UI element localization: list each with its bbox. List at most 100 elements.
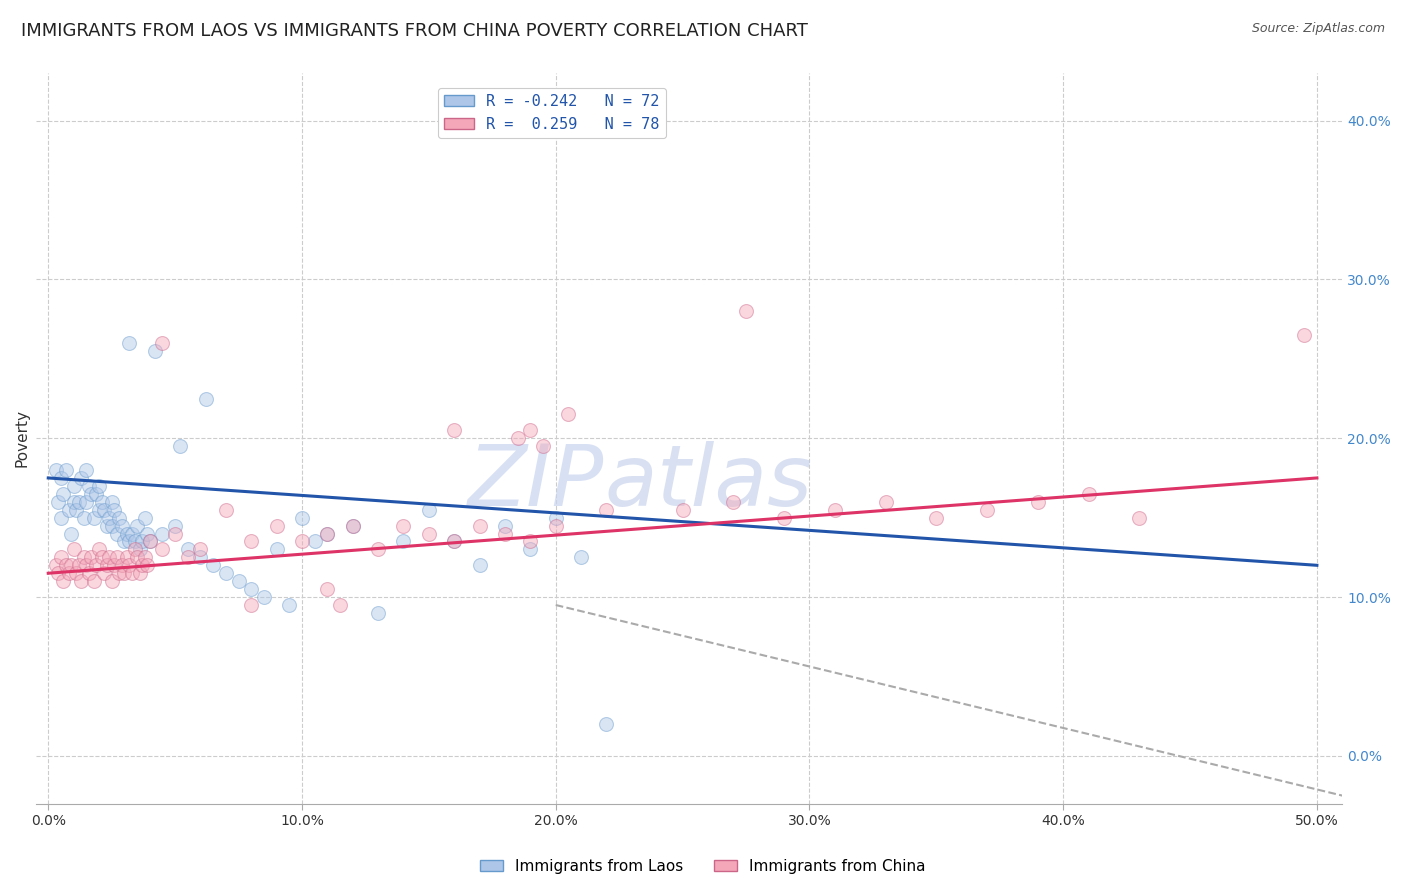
Point — [1026, 495, 1049, 509]
Point — [75, 558, 97, 573]
Point — [103, 558, 125, 573]
Point — [60, 558, 83, 573]
Point — [124, 534, 146, 549]
Point — [93, 566, 115, 581]
Point — [519, 542, 541, 557]
Point — [115, 526, 138, 541]
Point — [215, 566, 238, 581]
Text: Source: ZipAtlas.com: Source: ZipAtlas.com — [1251, 22, 1385, 36]
Point — [75, 463, 97, 477]
Point — [519, 423, 541, 437]
Point — [228, 574, 250, 589]
Point — [253, 590, 276, 604]
Point — [93, 502, 115, 516]
Point — [723, 495, 745, 509]
Point — [100, 495, 122, 509]
Point — [58, 566, 80, 581]
Point — [96, 518, 118, 533]
Point — [87, 502, 110, 516]
Point — [83, 510, 105, 524]
Point — [73, 510, 96, 524]
Point — [80, 550, 103, 565]
Point — [121, 566, 143, 581]
Point — [111, 558, 134, 573]
Point — [169, 439, 191, 453]
Point — [342, 518, 364, 533]
Point — [595, 717, 617, 731]
Point — [55, 463, 77, 477]
Point — [65, 502, 87, 516]
Point — [77, 479, 100, 493]
Point — [49, 550, 72, 565]
Point — [367, 542, 389, 557]
Point — [70, 574, 93, 589]
Point — [291, 510, 314, 524]
Point — [58, 502, 80, 516]
Point — [418, 526, 440, 541]
Point — [103, 502, 125, 516]
Point — [266, 518, 288, 533]
Point — [202, 558, 225, 573]
Point — [136, 558, 159, 573]
Point — [316, 526, 339, 541]
Point — [60, 526, 83, 541]
Point — [824, 502, 846, 516]
Point — [67, 558, 90, 573]
Point — [108, 566, 131, 581]
Point — [118, 534, 141, 549]
Point — [83, 574, 105, 589]
Point — [240, 598, 263, 612]
Point — [48, 495, 70, 509]
Text: atlas: atlas — [605, 441, 813, 524]
Point — [111, 518, 134, 533]
Point — [316, 526, 339, 541]
Point — [1294, 328, 1316, 343]
Point — [67, 495, 90, 509]
Point — [62, 495, 84, 509]
Point — [45, 463, 67, 477]
Point — [976, 502, 998, 516]
Point — [165, 526, 187, 541]
Point — [392, 534, 415, 549]
Point — [443, 534, 465, 549]
Point — [128, 542, 150, 557]
Point — [77, 566, 100, 581]
Point — [304, 534, 326, 549]
Point — [80, 487, 103, 501]
Point — [128, 566, 150, 581]
Point — [1128, 510, 1150, 524]
Point — [121, 526, 143, 541]
Point — [100, 518, 122, 533]
Point — [112, 534, 135, 549]
Point — [671, 502, 693, 516]
Point — [569, 550, 592, 565]
Point — [112, 566, 135, 581]
Point — [152, 335, 174, 350]
Point — [367, 606, 389, 620]
Point — [735, 304, 758, 318]
Point — [329, 598, 352, 612]
Point — [105, 550, 128, 565]
Point — [118, 335, 141, 350]
Point — [87, 479, 110, 493]
Point — [52, 574, 75, 589]
Point — [105, 526, 128, 541]
Point — [138, 534, 160, 549]
Point — [278, 598, 301, 612]
Point — [177, 550, 200, 565]
Text: ZIP: ZIP — [468, 441, 605, 524]
Point — [190, 542, 212, 557]
Point — [316, 582, 339, 596]
Point — [392, 518, 415, 533]
Point — [595, 502, 617, 516]
Point — [49, 510, 72, 524]
Point — [75, 495, 97, 509]
Point — [86, 487, 108, 501]
Point — [96, 558, 118, 573]
Point — [468, 518, 491, 533]
Point — [519, 534, 541, 549]
Point — [65, 566, 87, 581]
Point — [125, 550, 148, 565]
Point — [70, 471, 93, 485]
Point — [418, 502, 440, 516]
